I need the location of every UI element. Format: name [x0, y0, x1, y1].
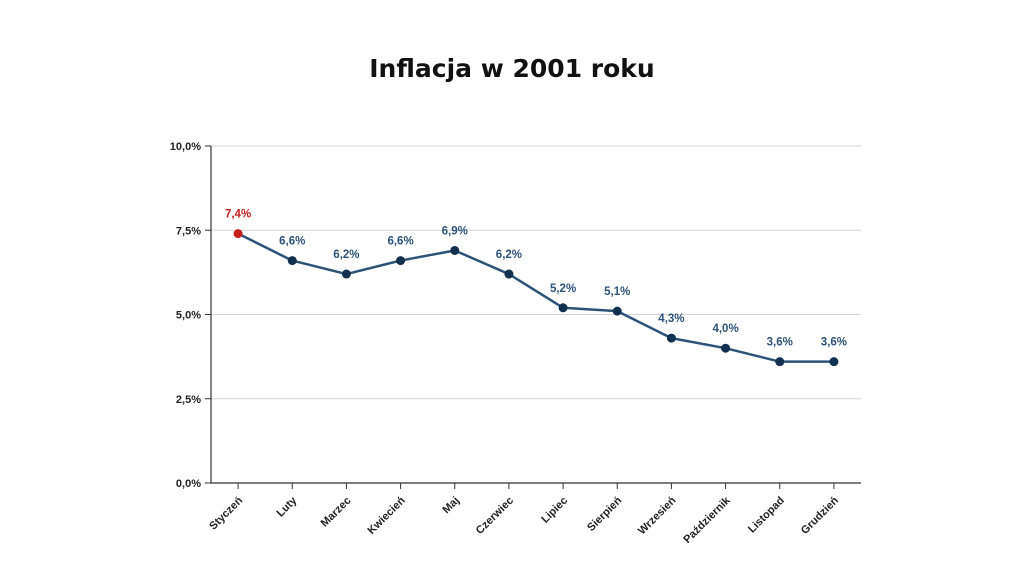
gridlines: [211, 145, 861, 400]
data-point: [612, 306, 622, 316]
data-label: 4,0%: [712, 323, 738, 335]
y-tick-label: 2,5%: [176, 394, 201, 406]
x-tick-label: Kwiecień: [365, 494, 407, 536]
data-label: 4,3%: [658, 313, 684, 325]
data-label: 6,2%: [333, 249, 359, 261]
x-tick-label: Maj: [440, 495, 461, 516]
y-tick-label: 5,0%: [176, 310, 201, 322]
data-label: 5,2%: [550, 283, 576, 295]
data-point: [450, 245, 460, 255]
y-tick-label: 7,5%: [176, 225, 201, 237]
data-label: 6,9%: [442, 225, 468, 237]
x-tick-label: Sierpień: [585, 494, 624, 533]
data-label: 7,4%: [225, 209, 251, 221]
data-point: [558, 303, 568, 313]
data-point: [504, 269, 514, 279]
data-point: [287, 256, 297, 266]
data-point: [775, 357, 785, 367]
chart-title: Inflacja w 2001 roku: [369, 54, 655, 83]
x-tick-label: Czerwiec: [474, 495, 516, 537]
data-point: [396, 256, 406, 266]
y-tick-label: 10,0%: [170, 141, 201, 153]
data-label: 3,6%: [767, 337, 793, 349]
data-labels: 7,4% 6,6% 6,2% 6,6% 6,9% 6,2% 5,2% 5,1% 4,3% 4,0%…: [225, 209, 847, 349]
data-point: [666, 333, 676, 343]
x-tick-label: Listopad: [746, 495, 787, 536]
data-label: 6,6%: [279, 236, 305, 248]
x-tick-label: Styczeń: [207, 494, 245, 532]
data-label: 6,2%: [496, 249, 522, 261]
x-tick-label: Marzec: [319, 495, 354, 530]
series-inflacja: [233, 229, 839, 367]
x-tick-label: Luty: [274, 494, 300, 520]
data-label: 6,6%: [387, 236, 413, 248]
data-point: [829, 357, 839, 367]
data-point: [721, 343, 731, 353]
y-axis-ticks: 0,0% 2,5% 5,0% 7,5% 10,0%: [170, 141, 211, 490]
x-axis-ticks: Styczeń Luty Marzec Kwiecień Maj Czerwiec Lipi…: [207, 483, 841, 546]
x-tick-label: Grudzień: [799, 494, 841, 536]
x-tick-label: Lipiec: [539, 495, 570, 526]
x-tick-label: Wrzesień: [636, 494, 679, 537]
x-tick-label: Październik: [681, 494, 733, 546]
data-point: [341, 269, 351, 279]
data-point-highlight: [233, 229, 243, 239]
data-label: 5,1%: [604, 286, 630, 298]
y-tick-label: 0,0%: [176, 478, 201, 490]
series-line: [237, 232, 834, 363]
data-label: 3,6%: [821, 337, 847, 349]
